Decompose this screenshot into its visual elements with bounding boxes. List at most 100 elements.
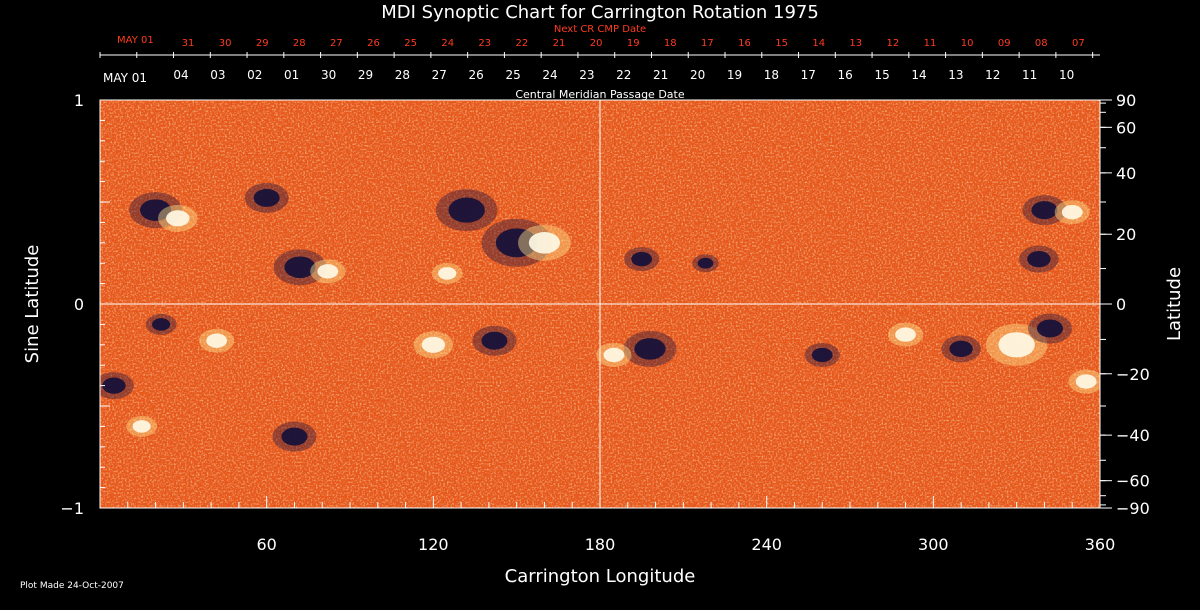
y-right-tick-label: −20 bbox=[1116, 365, 1150, 384]
negative-flux-region bbox=[495, 228, 538, 258]
positive-flux-region bbox=[132, 420, 151, 433]
negative-flux-region bbox=[139, 199, 172, 221]
next-cr-date-label: 11 bbox=[924, 38, 937, 49]
cmp-date-label: 01 bbox=[284, 68, 299, 82]
cmp-date-label: 18 bbox=[764, 68, 779, 82]
cmp-date-label: 10 bbox=[1059, 68, 1074, 82]
next-cr-date-label: 07 bbox=[1072, 38, 1085, 49]
y-right-tick-label: 60 bbox=[1116, 118, 1136, 137]
x-axis: 60 120 180 240 300 360 bbox=[99, 496, 1116, 554]
y-left-tick-label: 0 bbox=[74, 295, 84, 314]
x-axis-label: Carrington Longitude bbox=[505, 566, 696, 587]
y-right-tick-label: −60 bbox=[1116, 472, 1150, 491]
next-cr-date-label: 23 bbox=[478, 38, 491, 49]
negative-flux-region bbox=[1027, 251, 1051, 268]
magnetogram-map bbox=[100, 100, 1100, 508]
y-axis-right-label: Latitude bbox=[1164, 267, 1185, 341]
negative-flux-region bbox=[448, 197, 485, 223]
next-cr-date-label: 26 bbox=[367, 38, 380, 49]
next-cr-date-label: 29 bbox=[256, 38, 269, 49]
cmp-date-label: 13 bbox=[948, 68, 963, 82]
next-cr-date-label: 13 bbox=[849, 38, 862, 49]
y-left-tick-label: −1 bbox=[60, 499, 84, 518]
next-cr-date-label: 09 bbox=[998, 38, 1011, 49]
next-cr-date-label: 16 bbox=[738, 38, 751, 49]
chart-title: MDI Synoptic Chart for Carrington Rotati… bbox=[381, 2, 819, 23]
cmp-date-label: 21 bbox=[653, 68, 668, 82]
negative-flux-region bbox=[253, 188, 280, 207]
next-cr-date-label: 31 bbox=[182, 38, 195, 49]
next-cr-date-label: 20 bbox=[590, 38, 603, 49]
cmp-date-label: 12 bbox=[985, 68, 1000, 82]
positive-flux-region bbox=[895, 327, 916, 342]
next-cr-date-label: 08 bbox=[1035, 38, 1048, 49]
cmp-date-label: 11 bbox=[1022, 68, 1037, 82]
positive-flux-region bbox=[603, 347, 625, 363]
positive-flux-region bbox=[1075, 374, 1097, 389]
cmp-date-label: 15 bbox=[874, 68, 889, 82]
cmp-date-label: 29 bbox=[358, 68, 373, 82]
negative-flux-region bbox=[1037, 319, 1063, 338]
y-right-tick-label: 90 bbox=[1116, 91, 1136, 110]
next-cr-date-label: 28 bbox=[293, 38, 306, 49]
cmp-date-label: 27 bbox=[432, 68, 447, 82]
cmp-date-label: 17 bbox=[801, 68, 816, 82]
cmp-date-label: 04 bbox=[173, 68, 188, 82]
negative-flux-region bbox=[634, 338, 666, 360]
x-tick-label: 360 bbox=[1085, 535, 1116, 554]
positive-flux-region bbox=[998, 332, 1035, 358]
x-tick-label: 120 bbox=[418, 535, 449, 554]
next-cr-date-label: 22 bbox=[516, 38, 529, 49]
next-cr-date-label: 27 bbox=[330, 38, 343, 49]
cmp-dates: 04 03 02 01 30 29 28 27 26 25 24 23 22 21 20 19 18 17 16 15… bbox=[173, 68, 1074, 82]
x-tick-label: 300 bbox=[918, 535, 949, 554]
cmp-date-label: 24 bbox=[542, 68, 557, 82]
cmp-date-label: 19 bbox=[727, 68, 742, 82]
next-cr-date-label: 17 bbox=[701, 38, 714, 49]
cmp-date-label: 28 bbox=[395, 68, 410, 82]
next-cr-date-label: 18 bbox=[664, 38, 677, 49]
cmp-axis-label: Central Meridian Passage Date bbox=[515, 88, 684, 101]
negative-flux-region bbox=[811, 347, 833, 363]
positive-flux-region bbox=[1061, 205, 1083, 220]
next-cr-date-label: 24 bbox=[441, 38, 454, 49]
next-cr-start-label: MAY 01 bbox=[117, 35, 154, 46]
negative-flux-region bbox=[949, 340, 973, 357]
positive-flux-region bbox=[438, 267, 457, 280]
negative-flux-region bbox=[102, 377, 126, 394]
positive-flux-region bbox=[317, 264, 339, 279]
y-right-tick-label: 0 bbox=[1116, 295, 1126, 314]
negative-flux-region bbox=[1031, 201, 1058, 220]
plot-made-footer: Plot Made 24-Oct-2007 bbox=[20, 581, 124, 591]
negative-flux-region bbox=[152, 318, 171, 331]
y-axis-left: −1 0 1 bbox=[60, 91, 110, 518]
y-axis-right: 90 60 40 20 0 −20 −40 −60 −90 bbox=[1100, 91, 1150, 518]
negative-flux-region bbox=[281, 427, 308, 446]
next-cr-dates: 31 30 29 28 27 26 25 24 23 22 21 20 19 18 17 16 15 14 13 12… bbox=[99, 38, 1094, 58]
cmp-date-label: 25 bbox=[505, 68, 520, 82]
flux-regions bbox=[100, 182, 1100, 452]
cmp-date-label: 02 bbox=[247, 68, 262, 82]
cmp-date-label: 16 bbox=[838, 68, 853, 82]
x-tick-label: 60 bbox=[256, 535, 276, 554]
negative-flux-region bbox=[631, 251, 653, 267]
next-cr-date-label: 30 bbox=[219, 38, 232, 49]
cmp-start-label: MAY 01 bbox=[103, 71, 147, 85]
x-tick-label: 240 bbox=[751, 535, 782, 554]
next-cr-date-label: 14 bbox=[812, 38, 825, 49]
negative-flux-region bbox=[697, 257, 714, 269]
next-cr-date-label: 25 bbox=[404, 38, 417, 49]
cmp-date-label: 20 bbox=[690, 68, 705, 82]
x-tick-label: 180 bbox=[585, 535, 616, 554]
y-right-tick-label: −90 bbox=[1116, 499, 1150, 518]
positive-flux-region bbox=[528, 232, 561, 254]
next-cr-date-label: 10 bbox=[961, 38, 974, 49]
next-cr-date-label: 12 bbox=[887, 38, 900, 49]
y-right-tick-label: 20 bbox=[1116, 225, 1136, 244]
next-cr-date-label: 21 bbox=[553, 38, 566, 49]
next-cr-label: Next CR CMP Date bbox=[554, 24, 646, 35]
next-cr-date-label: 15 bbox=[775, 38, 788, 49]
cmp-date-label: 26 bbox=[469, 68, 484, 82]
negative-flux-region bbox=[481, 331, 508, 350]
